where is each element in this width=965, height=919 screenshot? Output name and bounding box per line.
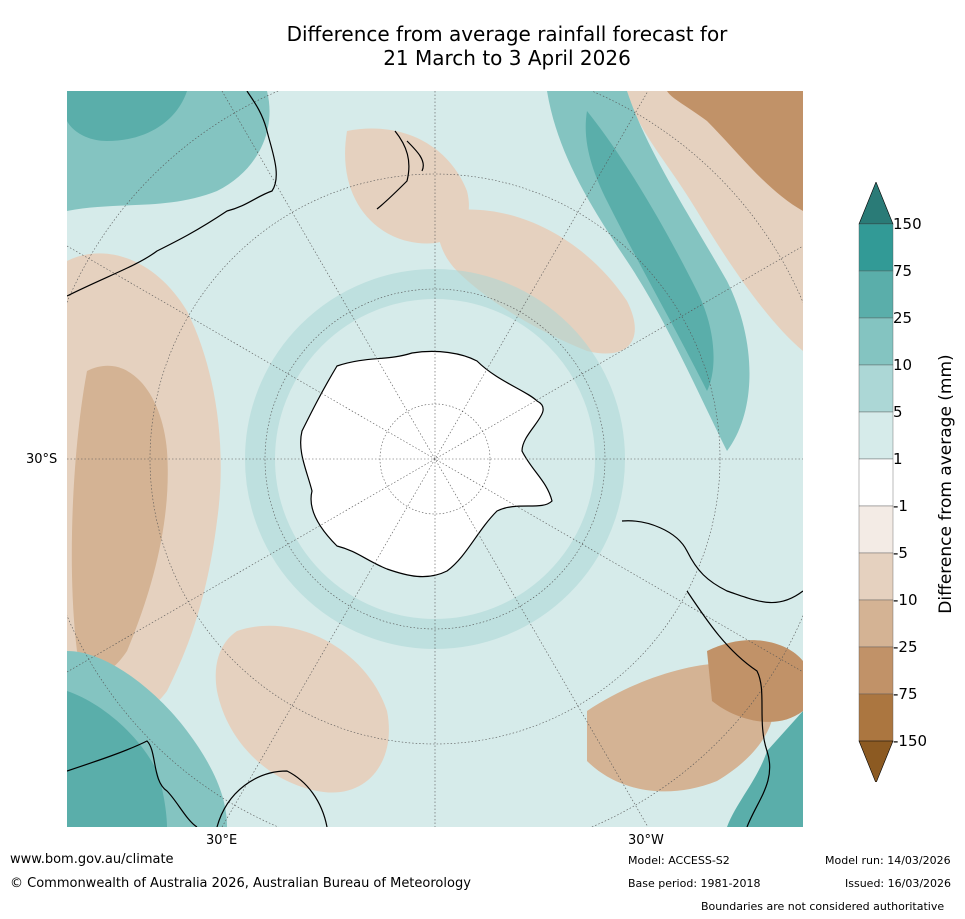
colorbar [858,182,894,782]
colorbar-tick-3: 10 [893,356,913,374]
footer-base-period: Base period: 1981-2018 [628,877,761,890]
colorbar-band-cm5_m1 [858,505,894,554]
dry-region-southeast-core [707,640,803,722]
colorbar-title: Difference from average (mm) [936,354,956,614]
colorbar-band-c25_75 [858,270,894,319]
footer-model: Model: ACCESS-S2 [628,854,730,867]
dry-region-northeast-core [667,91,803,211]
coastlines [67,91,803,827]
colorbar-tick-7: -5 [893,544,908,562]
lon-label-30w: 30°W [628,833,664,848]
colorbar-band-c10_25 [858,317,894,366]
coast-south-america [621,520,803,827]
colorbar-bands [858,182,894,782]
wet-region-africa-core [67,691,167,827]
dry-region-indian [215,625,389,793]
footer-model-run: Model run: 14/03/2026 [825,854,951,867]
footer-copyright: © Commonwealth of Australia 2026, Austra… [10,876,471,891]
footer-website: www.bom.gov.au/climate [10,852,174,867]
dry-region-west-core [71,365,168,674]
colorbar-band-cm10_m5 [858,552,894,601]
dry-region-pacific [438,209,635,354]
colorbar-tick-1: 75 [893,262,913,280]
colorbar-extend-low [858,740,894,782]
colorbar-tick-6: -1 [893,497,908,515]
coast-africa [67,740,328,827]
colorbar-tick-0: 150 [893,215,922,233]
graticule [67,91,803,827]
colorbar-tick-8: -10 [893,591,918,609]
title-line-2: 21 March to 3 April 2026 [383,46,631,70]
graticule-ring-60s [264,288,606,630]
footer-disclaimer: Boundaries are not considered authoritat… [701,900,945,913]
dry-region-tasman [345,128,469,244]
colorbar-tick-10: -75 [893,685,918,703]
graticule-ring-45s [149,173,721,745]
colorbar-band-c75_150 [858,223,894,272]
colorbar-extend-high [858,182,894,225]
title-line-1: Difference from average rainfall forecas… [286,22,728,46]
colorbar-tick-5: 1 [893,450,903,468]
colorbar-tick-11: -150 [893,732,928,750]
lon-label-30e: 30°E [206,833,238,848]
colorbar-tick-9: -25 [893,638,918,656]
map-svg [67,91,803,827]
wet-region-south-america [727,711,803,827]
colorbar-band-cm25_m10 [858,599,894,648]
wet-region-australia-core [67,91,187,141]
colorbar-tick-4: 5 [893,403,903,421]
colorbar-band-cm75_m25 [858,646,894,695]
footer-issued: Issued: 16/03/2026 [845,877,952,890]
rainfall-map [67,91,803,827]
map-title: Difference from average rainfall forecas… [0,22,965,70]
colorbar-band-cm150_m75 [858,693,894,742]
colorbar-band-c1_5 [858,411,894,460]
coast-australia [67,91,277,297]
colorbar-band-c5_10 [858,364,894,413]
colorbar-tick-2: 25 [893,309,913,327]
wet-band-northeast-core [585,111,714,391]
lat-label-30s: 30°S [26,452,58,467]
coast-new-zealand [376,130,424,210]
colorbar-band-cm1_1 [858,458,894,507]
